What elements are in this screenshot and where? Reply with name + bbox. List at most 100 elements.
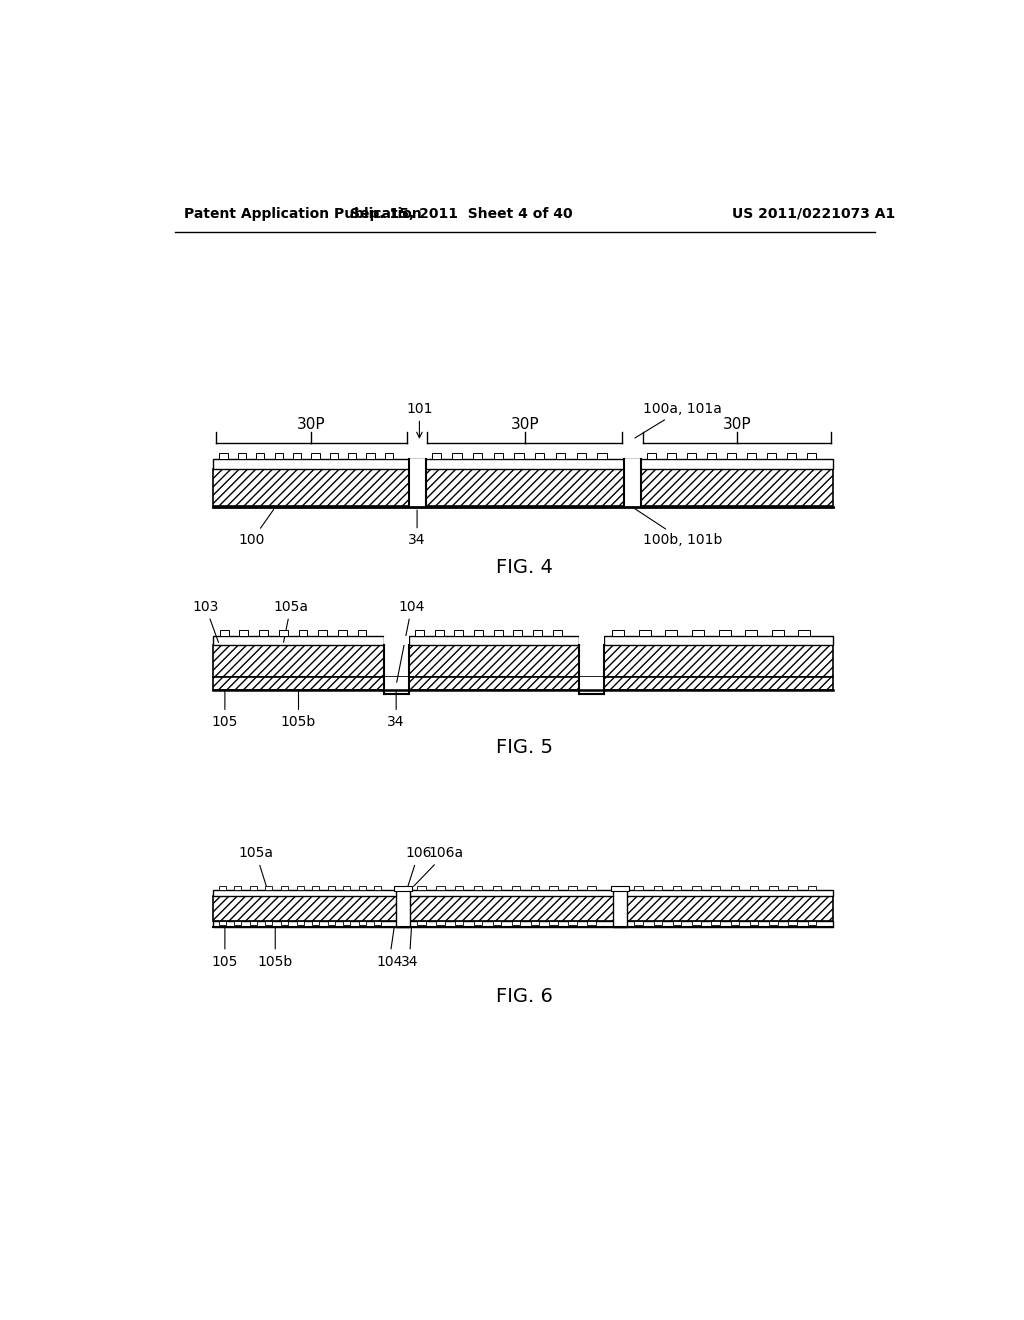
Bar bbox=[687, 453, 695, 459]
Bar bbox=[712, 886, 720, 890]
Bar bbox=[367, 453, 375, 459]
Bar bbox=[220, 631, 228, 636]
Bar bbox=[348, 453, 356, 459]
Text: Patent Application Publication: Patent Application Publication bbox=[183, 207, 422, 220]
Text: Sep. 15, 2011  Sheet 4 of 40: Sep. 15, 2011 Sheet 4 of 40 bbox=[350, 207, 572, 220]
Bar bbox=[436, 921, 444, 924]
Bar bbox=[550, 886, 558, 890]
Bar bbox=[474, 921, 482, 924]
Bar bbox=[530, 886, 539, 890]
Bar bbox=[238, 453, 246, 459]
Text: 105b: 105b bbox=[281, 690, 316, 729]
Bar bbox=[769, 921, 778, 924]
Bar bbox=[474, 886, 482, 890]
Bar bbox=[808, 921, 816, 924]
Bar bbox=[653, 886, 663, 890]
Bar bbox=[343, 886, 350, 890]
Text: 30P: 30P bbox=[297, 417, 326, 432]
Bar bbox=[259, 631, 268, 636]
Bar bbox=[673, 886, 681, 890]
Bar bbox=[358, 886, 366, 890]
Bar bbox=[234, 921, 242, 924]
Bar bbox=[772, 631, 783, 636]
Bar bbox=[435, 631, 443, 636]
Bar bbox=[673, 921, 681, 924]
Bar bbox=[579, 636, 604, 645]
Bar bbox=[727, 453, 736, 459]
Bar bbox=[375, 886, 381, 890]
Bar bbox=[311, 453, 319, 459]
Bar bbox=[375, 921, 381, 924]
Text: 100a, 101a: 100a, 101a bbox=[635, 401, 722, 438]
Bar bbox=[692, 631, 703, 636]
Bar bbox=[750, 921, 759, 924]
Bar bbox=[553, 631, 562, 636]
Bar bbox=[219, 453, 227, 459]
Bar bbox=[330, 453, 338, 459]
Bar bbox=[256, 453, 264, 459]
Bar bbox=[750, 886, 759, 890]
Bar bbox=[493, 886, 501, 890]
Text: 101: 101 bbox=[407, 401, 433, 438]
Bar bbox=[250, 886, 257, 890]
Bar bbox=[213, 469, 834, 506]
Bar bbox=[807, 453, 816, 459]
Bar bbox=[634, 886, 643, 890]
Bar bbox=[415, 631, 424, 636]
Text: 105a: 105a bbox=[273, 599, 308, 643]
Bar bbox=[338, 631, 347, 636]
Bar bbox=[395, 890, 411, 896]
Bar bbox=[409, 645, 579, 677]
Bar bbox=[568, 921, 577, 924]
Bar bbox=[417, 921, 426, 924]
Bar bbox=[213, 921, 834, 927]
Bar bbox=[808, 886, 816, 890]
Bar bbox=[250, 921, 257, 924]
Text: 104: 104 bbox=[396, 599, 425, 682]
Bar bbox=[613, 890, 627, 927]
Bar bbox=[297, 886, 303, 890]
Bar bbox=[611, 886, 630, 891]
Bar bbox=[612, 631, 624, 636]
Bar bbox=[730, 921, 739, 924]
Text: 30P: 30P bbox=[511, 417, 539, 432]
Bar bbox=[409, 469, 426, 507]
Bar bbox=[692, 921, 700, 924]
Bar bbox=[604, 645, 834, 677]
Bar bbox=[577, 453, 586, 459]
Bar bbox=[550, 921, 558, 924]
Text: FIG. 6: FIG. 6 bbox=[497, 986, 553, 1006]
Bar bbox=[240, 631, 248, 636]
Bar bbox=[786, 453, 796, 459]
Bar bbox=[279, 631, 288, 636]
Text: 30P: 30P bbox=[723, 417, 752, 432]
Bar bbox=[417, 886, 426, 890]
Bar bbox=[343, 921, 350, 924]
Bar bbox=[281, 886, 288, 890]
Bar bbox=[799, 631, 810, 636]
Bar bbox=[409, 459, 426, 469]
Bar bbox=[707, 453, 716, 459]
Text: 100b, 101b: 100b, 101b bbox=[635, 508, 723, 548]
Bar bbox=[281, 921, 288, 924]
Text: FIG. 4: FIG. 4 bbox=[497, 558, 553, 577]
Bar bbox=[556, 453, 565, 459]
Bar bbox=[612, 890, 628, 896]
Bar bbox=[265, 886, 272, 890]
Bar bbox=[297, 921, 303, 924]
Text: 34: 34 bbox=[387, 690, 404, 729]
Bar bbox=[746, 453, 756, 459]
Bar bbox=[213, 890, 834, 896]
Bar bbox=[358, 921, 366, 924]
Bar bbox=[299, 631, 307, 636]
Bar bbox=[647, 453, 655, 459]
Bar bbox=[568, 886, 577, 890]
Bar bbox=[712, 921, 720, 924]
Text: 103: 103 bbox=[193, 599, 219, 643]
Text: US 2011/0221073 A1: US 2011/0221073 A1 bbox=[732, 207, 896, 220]
Bar bbox=[624, 469, 641, 507]
Bar bbox=[213, 459, 834, 469]
Bar bbox=[514, 453, 523, 459]
Bar bbox=[213, 896, 834, 921]
Bar bbox=[767, 453, 776, 459]
